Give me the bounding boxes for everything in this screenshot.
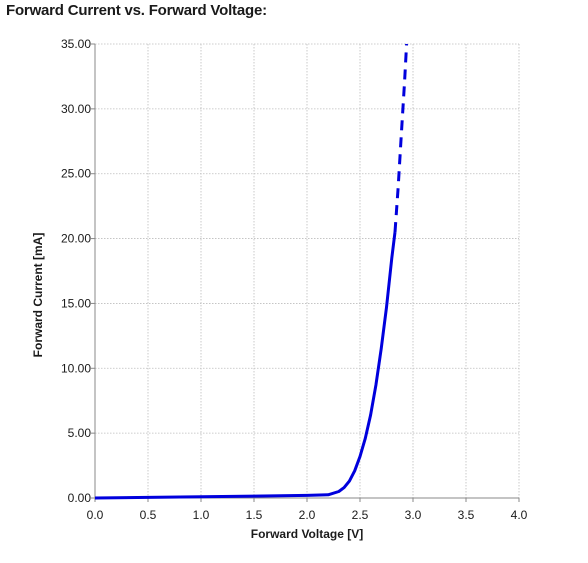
x-tick-label: 2.0 [299, 508, 316, 522]
series-line-dashed [393, 43, 409, 233]
y-axis-label: Forward Current [mA] [31, 233, 45, 358]
y-tick-label: 0.00 [68, 491, 92, 505]
y-tick-label: 5.00 [68, 426, 92, 440]
y-tick-label: 35.00 [61, 37, 91, 51]
x-tick-label: 4.0 [511, 508, 528, 522]
x-tick-label: 1.5 [246, 508, 263, 522]
x-tick-label: 0.5 [140, 508, 157, 522]
y-tick-label: 20.00 [61, 232, 91, 246]
x-tick-label: 3.5 [458, 508, 475, 522]
grid [95, 43, 520, 498]
x-tick-label: 0.0 [87, 508, 104, 522]
x-axis-label: Forward Voltage [V] [251, 527, 363, 541]
chart-title: Forward Current vs. Forward Voltage: [6, 2, 267, 19]
x-tick-label: 1.0 [193, 508, 210, 522]
y-tick-label: 10.00 [61, 361, 91, 375]
x-tick-label: 3.0 [405, 508, 422, 522]
y-tick-label: 15.00 [61, 296, 91, 310]
y-tick-label: 25.00 [61, 167, 91, 181]
y-tick-label: 30.00 [61, 102, 91, 116]
series-lines [94, 43, 409, 500]
tick-labels: 0.0 0.5 1.0 1.5 2.0 2.5 3.0 3.5 4.0 0.00 5.00 10.00… [61, 37, 528, 522]
series-line-solid [94, 231, 397, 500]
x-tick-label: 2.5 [352, 508, 369, 522]
